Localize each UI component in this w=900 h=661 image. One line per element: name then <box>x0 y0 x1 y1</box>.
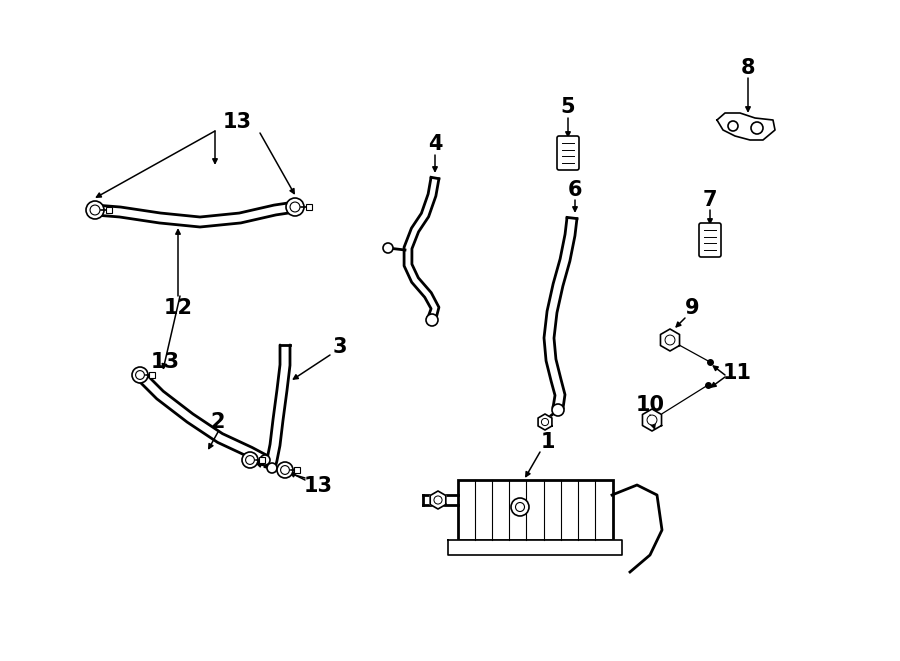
Text: 12: 12 <box>164 298 193 318</box>
Bar <box>294 467 301 473</box>
Text: 8: 8 <box>741 58 755 78</box>
Circle shape <box>647 415 657 425</box>
Text: 5: 5 <box>561 97 575 117</box>
FancyBboxPatch shape <box>699 223 721 257</box>
Text: 13: 13 <box>303 476 332 496</box>
Polygon shape <box>643 409 662 431</box>
Text: 2: 2 <box>211 412 225 432</box>
Circle shape <box>277 462 293 478</box>
Circle shape <box>665 335 675 345</box>
Text: 7: 7 <box>703 190 717 210</box>
Polygon shape <box>448 540 622 555</box>
Text: 10: 10 <box>635 395 664 415</box>
Polygon shape <box>717 113 775 140</box>
Circle shape <box>552 404 564 416</box>
Bar <box>105 207 112 213</box>
Circle shape <box>132 367 148 383</box>
Circle shape <box>260 455 270 465</box>
Circle shape <box>383 243 393 253</box>
Circle shape <box>242 452 258 468</box>
Circle shape <box>86 201 104 219</box>
FancyBboxPatch shape <box>557 136 579 170</box>
Text: 13: 13 <box>150 352 179 372</box>
Circle shape <box>511 498 529 516</box>
Text: 11: 11 <box>723 363 752 383</box>
Text: 9: 9 <box>685 298 699 318</box>
Polygon shape <box>661 329 680 351</box>
Text: 4: 4 <box>428 134 442 154</box>
Text: 1: 1 <box>541 432 555 452</box>
Text: 13: 13 <box>222 112 251 132</box>
Circle shape <box>286 198 304 216</box>
Polygon shape <box>538 414 552 430</box>
Text: 3: 3 <box>333 337 347 357</box>
Circle shape <box>426 314 438 326</box>
Text: 6: 6 <box>568 180 582 200</box>
Bar <box>149 372 155 378</box>
Circle shape <box>434 496 442 504</box>
Bar <box>259 457 266 463</box>
Bar <box>306 204 311 210</box>
Circle shape <box>267 463 277 473</box>
Bar <box>458 480 613 540</box>
Polygon shape <box>430 491 446 509</box>
Circle shape <box>542 418 549 426</box>
